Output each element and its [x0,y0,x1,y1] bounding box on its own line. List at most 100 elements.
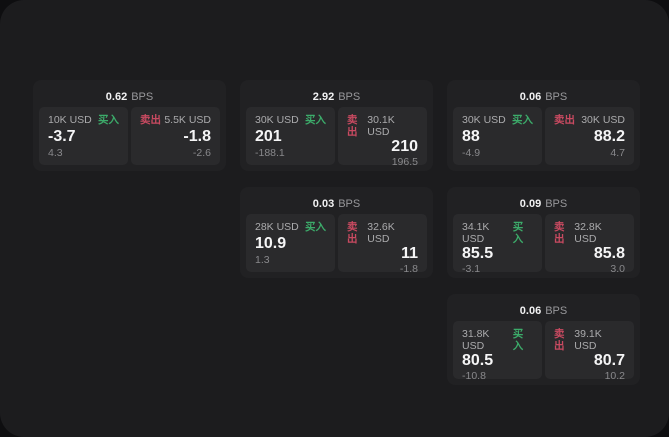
sell-panel-header: 卖出 32.6K USD [347,221,418,245]
buy-quote-panel[interactable]: 30K USD 买入 88 -4.9 [453,107,542,165]
buy-sell-panels: 28K USD 买入 10.9 1.3 卖出 32.6K USD 11 -1.8 [246,214,427,275]
buy-price: -3.7 [48,127,76,145]
bps-value: 0.03 [312,197,335,210]
bps-unit-label: BPS [545,90,568,103]
buy-panel-header: 34.1K USD 买入 [462,221,533,245]
sell-panel-header: 卖出 39.1K USD [554,328,625,352]
buy-amount: 30K USD [462,114,506,126]
buy-quote-panel[interactable]: 30K USD 买入 201 -188.1 [246,107,335,165]
buy-delta: 4.3 [48,147,63,159]
sell-quote-panel[interactable]: 卖出 39.1K USD 80.7 10.2 [545,321,634,382]
bps-unit-label: BPS [545,304,568,317]
sell-side-label: 卖出 [140,114,161,126]
buy-sell-panels: 30K USD 买入 201 -188.1 卖出 30.1K USD 210 1… [246,107,427,168]
sell-price: 88.2 [593,127,625,145]
bps-value: 0.06 [519,304,542,317]
bps-value: 2.92 [312,90,335,103]
bps-value: 0.09 [519,197,542,210]
bps-value: 0.06 [519,90,542,103]
buy-panel-header: 31.8K USD 买入 [462,328,533,352]
card-header: 0.09 BPS [453,193,634,214]
quote-card: 0.06 BPS 31.8K USD 买入 80.5 -10.8 卖出 39.1… [447,294,640,385]
buy-price: 10.9 [255,234,287,252]
buy-quote-panel[interactable]: 34.1K USD 买入 85.5 -3.1 [453,214,542,275]
buy-delta: -4.9 [462,147,481,159]
sell-side-label: 卖出 [347,221,358,245]
bps-value: 0.62 [105,90,128,103]
sell-side-label: 卖出 [554,114,575,126]
card-header: 2.92 BPS [246,86,427,107]
bps-unit-label: BPS [338,197,361,210]
quote-card: 0.03 BPS 28K USD 买入 10.9 1.3 卖出 32.6K US… [240,187,433,278]
sell-side-label: 卖出 [347,114,358,138]
card-header: 0.62 BPS [39,86,220,107]
buy-price: 80.5 [462,352,494,369]
buy-side-label: 买入 [512,221,524,245]
buy-price: 88 [462,127,480,145]
sell-quote-panel[interactable]: 卖出 32.8K USD 85.8 3.0 [545,214,634,275]
sell-amount: 30.1K USD [367,114,395,138]
sell-price: 85.8 [593,245,625,262]
buy-panel-header: 30K USD 买入 [462,114,533,126]
buy-quote-panel[interactable]: 28K USD 买入 10.9 1.3 [246,214,335,272]
sell-amount: 39.1K USD [574,328,602,352]
sell-panel-header: 卖出 32.8K USD [554,221,625,245]
sell-side-label: 卖出 [554,328,565,352]
buy-sell-panels: 10K USD 买入 -3.7 4.3 卖出 5.5K USD -1.8 -2.… [39,107,220,165]
sell-quote-panel[interactable]: 卖出 5.5K USD -1.8 -2.6 [131,107,220,165]
sell-amount: 5.5K USD [164,114,211,126]
quote-card: 0.62 BPS 10K USD 买入 -3.7 4.3 卖出 5.5K USD… [33,80,226,171]
sell-delta: -2.6 [192,147,211,159]
buy-panel-header: 30K USD 买入 [255,114,326,126]
buy-amount: 10K USD [48,114,92,126]
quote-card: 0.06 BPS 30K USD 买入 88 -4.9 卖出 30K USD 8… [447,80,640,171]
buy-amount: 28K USD [255,221,299,233]
buy-delta: 1.3 [255,254,270,266]
buy-sell-panels: 34.1K USD 买入 85.5 -3.1 卖出 32.8K USD 85.8… [453,214,634,275]
buy-delta: -188.1 [255,147,285,159]
bps-unit-label: BPS [545,197,568,210]
buy-price: 201 [255,127,282,145]
buy-delta: -10.8 [462,370,486,382]
sell-amount: 30K USD [581,114,625,126]
quote-card: 0.09 BPS 34.1K USD 买入 85.5 -3.1 卖出 32.8K… [447,187,640,278]
buy-side-label: 买入 [512,114,533,126]
sell-price: 210 [391,138,418,155]
buy-side-label: 买入 [512,328,524,352]
buy-amount: 31.8K USD [462,328,490,352]
quote-card: 2.92 BPS 30K USD 买入 201 -188.1 卖出 30.1K … [240,80,433,171]
sell-price: -1.8 [183,127,211,145]
sell-delta: 4.7 [610,147,625,159]
buy-sell-panels: 30K USD 买入 88 -4.9 卖出 30K USD 88.2 4.7 [453,107,634,165]
sell-price: 11 [401,245,418,262]
buy-price: 85.5 [462,245,494,262]
sell-quote-panel[interactable]: 卖出 30K USD 88.2 4.7 [545,107,634,165]
sell-delta: -1.8 [399,263,418,275]
card-header: 0.06 BPS [453,300,634,321]
bps-unit-label: BPS [338,90,361,103]
card-header: 0.03 BPS [246,193,427,214]
bps-unit-label: BPS [131,90,154,103]
buy-side-label: 买入 [305,221,326,233]
buy-panel-header: 10K USD 买入 [48,114,119,126]
sell-delta: 196.5 [391,156,418,168]
sell-delta: 10.2 [604,370,625,382]
sell-side-label: 卖出 [554,221,565,245]
buy-panel-header: 28K USD 买入 [255,221,326,233]
sell-quote-panel[interactable]: 卖出 32.6K USD 11 -1.8 [338,214,427,275]
buy-amount: 30K USD [255,114,299,126]
sell-amount: 32.8K USD [574,221,602,245]
sell-price: 80.7 [593,352,625,369]
card-header: 0.06 BPS [453,86,634,107]
buy-quote-panel[interactable]: 10K USD 买入 -3.7 4.3 [39,107,128,165]
buy-quote-panel[interactable]: 31.8K USD 买入 80.5 -10.8 [453,321,542,382]
buy-amount: 34.1K USD [462,221,490,245]
sell-quote-panel[interactable]: 卖出 30.1K USD 210 196.5 [338,107,427,168]
buy-sell-panels: 31.8K USD 买入 80.5 -10.8 卖出 39.1K USD 80.… [453,321,634,382]
sell-amount: 32.6K USD [367,221,395,245]
buy-delta: -3.1 [462,263,481,275]
buy-side-label: 买入 [305,114,326,126]
buy-side-label: 买入 [98,114,119,126]
sell-panel-header: 卖出 30.1K USD [347,114,418,138]
